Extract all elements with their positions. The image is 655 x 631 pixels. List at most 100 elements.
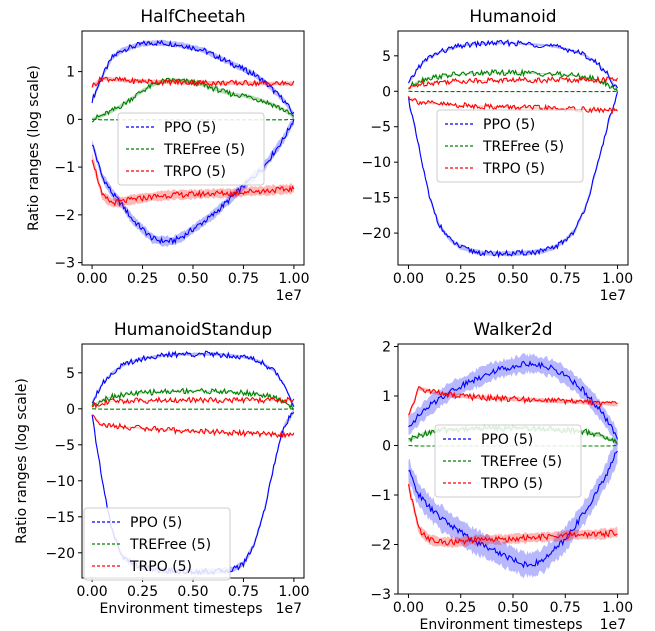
x-scale-note: 1e7 [276,288,302,304]
chart-title: HalfCheetah [140,7,245,27]
series-line-trpo-upper [91,395,295,409]
series-line-trpo-upper [408,75,619,90]
y-tick-label: −2 [54,208,75,224]
x-tick-label: 0.00 [393,271,424,287]
y-axis-label: Ratio ranges (log scale) [26,65,42,231]
series-line-ppo-upper [408,360,619,440]
y-tick-label: −1 [370,488,391,504]
panel-humanoid: 0.00 0.25 0.50 0.75 1.00 −20 −15 −10 −5 0 5 1e7 Huma… [361,7,633,304]
legend-box [117,112,265,186]
x-tick-label: 0.50 [177,271,208,287]
x-tick-label: 0.50 [177,584,208,600]
y-tick-label: −20 [45,546,75,562]
series-line-trpo-lower [407,484,618,546]
legend-label: TREFree (5) [129,537,211,553]
legend: PPO (5) TREFree (5) TRPO (5) [436,109,584,183]
series-line-ppo-upper [91,39,295,115]
panel-humanoidstandup: 0.00 0.25 0.50 0.75 1.00 −20 −15 −10 −5 0 5 1e7 Huma… [14,320,309,617]
legend-box [83,507,231,581]
series-line-ppo-lower [407,91,619,259]
x-tick-label: 0.25 [127,584,158,600]
x-tick-label: 0.25 [127,271,158,287]
x-tick-label: 0.25 [445,600,476,616]
legend-label: PPO (5) [483,117,535,133]
y-tick-label: −20 [361,226,391,242]
x-tick-label: 0.75 [550,271,581,287]
x-tick-label: 0.75 [550,600,581,616]
x-axis-label: Environment timesteps [419,617,582,631]
legend-label: PPO (5) [164,120,216,136]
legend-label: TRPO (5) [163,164,226,180]
legend-box [436,109,584,183]
legend-label: TREFree (5) [480,454,562,470]
chart-title: Humanoid [469,7,556,27]
series-line-ppo-upper [91,350,295,407]
legend-box [434,424,582,498]
series-band-trpo [92,413,294,436]
legend: PPO (5) TREFree (5) TRPO (5) [434,424,582,498]
x-tick-label: 0.00 [77,271,108,287]
y-tick-label: −5 [370,120,391,136]
legend-label: TRPO (5) [480,476,543,492]
y-tick-label: 0 [382,438,391,454]
legend: PPO (5) TREFree (5) TRPO (5) [117,112,265,186]
x-tick-label: 1.00 [278,271,309,287]
y-tick-label: −2 [370,537,391,553]
y-tick-label: −1 [54,160,75,176]
legend-label: PPO (5) [130,515,182,531]
series-line-trpo-lower [91,414,295,439]
y-tick-label: −15 [45,510,75,526]
legend-label: TREFree (5) [482,139,564,155]
x-tick-label: 0.00 [77,584,108,600]
y-tick-label: 0 [382,84,391,100]
x-scale-note: 1e7 [600,617,626,631]
series-line-ppo-upper [408,39,618,89]
series-line-trpo-lower [407,96,618,115]
legend: PPO (5) TREFree (5) TRPO (5) [83,507,231,581]
y-tick-label: −5 [54,438,75,454]
x-scale-note: 1e7 [276,601,302,617]
y-tick-label: −3 [54,256,75,272]
series-line-trpo-upper [91,75,295,88]
series-line-trefree-upper [91,386,294,410]
x-axis-label: Environment timesteps [99,601,262,617]
x-tick-label: 0.75 [228,584,259,600]
series-band-ppo [408,438,618,579]
y-tick-label: 5 [66,366,75,382]
x-tick-label: 1.00 [602,600,633,616]
x-tick-label: 1.00 [602,271,633,287]
y-tick-label: 0 [66,112,75,128]
y-tick-label: −15 [361,191,391,207]
y-axis-label: Ratio ranges (log scale) [14,378,30,544]
x-tick-label: 0.50 [497,271,528,287]
x-tick-label: 0.00 [393,600,424,616]
series-band-trefree [92,78,294,121]
panel-walker2d: 0.00 0.25 0.50 0.75 1.00 −3 −2 −1 0 1 2 1e7 Walker2d… [370,320,633,631]
y-tick-label: 1 [66,65,75,81]
y-tick-label: −3 [370,587,391,603]
x-tick-label: 0.75 [228,271,259,287]
series-line-ppo-lower [408,450,618,569]
legend-label: TREFree (5) [163,142,245,158]
series-line-trpo-lower [91,159,295,207]
series-line-trefree-upper [408,68,619,92]
series-line-trefree-upper [91,77,294,123]
legend-label: PPO (5) [481,432,533,448]
y-tick-label: 2 [382,339,391,355]
series-line-trpo-upper [408,386,618,416]
chart-title: HumanoidStandup [114,320,272,340]
plot-area [407,39,619,259]
x-tick-label: 0.50 [497,600,528,616]
y-tick-label: 1 [382,389,391,405]
chart-title: Walker2d [473,320,552,340]
series-band-ppo [408,41,618,92]
y-tick-label: 0 [66,402,75,418]
legend-label: TRPO (5) [129,559,192,575]
panel-halfcheetah: 0.00 0.25 0.50 0.75 1.00 −3 −2 −1 0 1 1e7 HalfCheet… [26,7,309,304]
x-scale-note: 1e7 [600,288,626,304]
y-tick-label: −10 [361,155,391,171]
x-tick-label: 0.25 [445,271,476,287]
x-tick-label: 1.00 [278,584,309,600]
y-tick-label: 5 [382,49,391,65]
